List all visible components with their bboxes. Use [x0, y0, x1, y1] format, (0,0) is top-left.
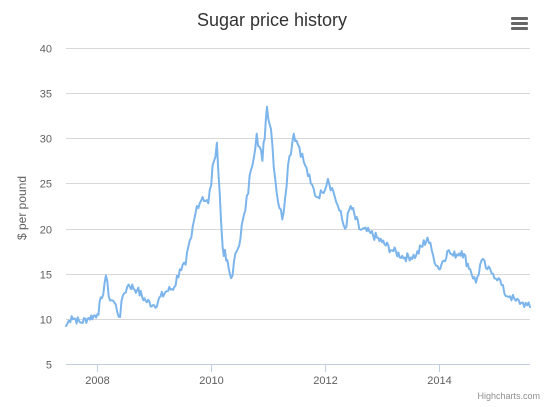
- y-tick-10: 10: [40, 315, 52, 327]
- x-tick-2012: 2012: [313, 375, 337, 387]
- chart-title: Sugar price history: [197, 10, 347, 30]
- hamburger-menu-icon: [511, 17, 528, 30]
- y-tick-25: 25: [40, 179, 52, 191]
- series-group: [65, 105, 531, 328]
- y-tick-20: 20: [40, 225, 52, 237]
- y-axis-label: $ per pound: [15, 176, 29, 240]
- x-tick-2008: 2008: [85, 375, 109, 387]
- y-tick-5: 5: [46, 360, 52, 372]
- x-axis: 2008 2010 2012 2014: [66, 364, 530, 387]
- y-tick-15: 15: [40, 270, 52, 282]
- menu-button[interactable]: [508, 12, 532, 34]
- credits[interactable]: Highcharts.com: [477, 391, 540, 401]
- y-tick-labels: 5 10 15 20 25 30 35 40: [40, 44, 52, 372]
- y-tick-30: 30: [40, 134, 52, 146]
- series-line-0[interactable]: [65, 105, 531, 328]
- y-tick-35: 35: [40, 89, 52, 101]
- x-tick-2014: 2014: [427, 375, 451, 387]
- y-gridlines: [66, 48, 530, 365]
- x-tick-2010: 2010: [199, 375, 223, 387]
- y-tick-40: 40: [40, 44, 52, 56]
